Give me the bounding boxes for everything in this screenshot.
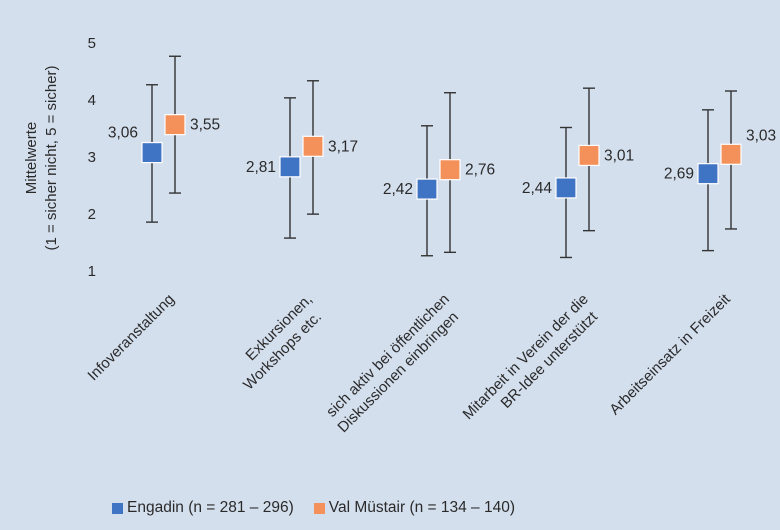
data-label: 3,03 — [746, 127, 776, 144]
data-label: 2,69 — [664, 166, 694, 183]
legend-label-engadin: Engadin (n = 281 – 296) — [127, 499, 294, 516]
mean-marker — [164, 114, 186, 136]
x-tick-label: Mitarbeit in Verein der dieBR-Idee unter… — [460, 291, 606, 437]
mean-marker — [555, 177, 577, 199]
x-tick-label: Infoveranstaltung — [84, 291, 177, 384]
mean-marker — [141, 141, 163, 164]
legend-label-val-mustair: Val Müstair (n = 134 – 140) — [328, 499, 516, 516]
mean-marker — [697, 163, 719, 185]
x-tick-label: Exkursionen,Workshops etc. — [227, 291, 330, 394]
data-label: 2,42 — [383, 181, 413, 198]
data-label: 2,76 — [465, 162, 495, 179]
x-tick-label: Arbeitseinsatz in Freizeit — [606, 290, 734, 418]
data-label: 3,06 — [108, 125, 138, 142]
mean-marker — [720, 143, 742, 165]
legend-swatch-val-mustair — [313, 502, 325, 514]
data-label: 3,01 — [604, 147, 634, 164]
x-tick-label: sich aktiv bei öffentlichenDiskussionen … — [321, 291, 466, 436]
legend-item-val-mustair: Val Müstair (n = 134 – 140) — [313, 499, 516, 517]
legend-swatch-engadin — [112, 502, 123, 514]
legend-item-engadin: Engadin (n = 281 – 296) — [112, 499, 294, 517]
y-axis-label: Mittelwerte — [23, 122, 40, 195]
data-label: 3,55 — [190, 117, 220, 134]
y-tick-label: 4 — [88, 92, 96, 109]
y-tick-label: 1 — [88, 263, 96, 280]
y-axis-label-line2: (1 = sicher nicht, 5 = sicher) — [43, 65, 60, 250]
data-label: 2,81 — [246, 159, 276, 176]
y-tick-label: 5 — [88, 35, 96, 52]
data-label: 2,44 — [522, 180, 553, 197]
mean-marker — [416, 178, 438, 200]
legend: Engadin (n = 281 – 296) Val Müstair (n =… — [112, 497, 529, 519]
mean-marker — [578, 144, 600, 167]
data-label: 3,17 — [328, 138, 358, 155]
mean-marker — [439, 159, 461, 181]
mean-marker — [279, 156, 301, 178]
mean-marker — [302, 135, 324, 157]
y-tick-label: 3 — [88, 149, 96, 166]
y-tick-label: 2 — [88, 206, 96, 223]
